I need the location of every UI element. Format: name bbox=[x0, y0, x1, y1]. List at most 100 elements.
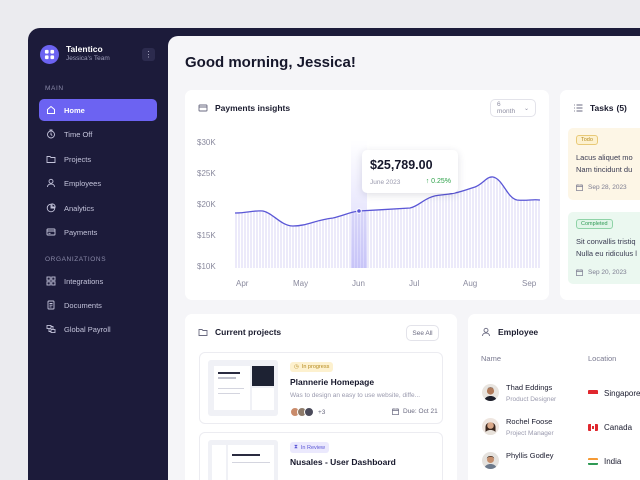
project-title: Nusales - User Dashboard bbox=[290, 457, 396, 467]
section-label-main: MAIN bbox=[45, 85, 64, 92]
main-content: Good morning, Jessica! Payments insights… bbox=[168, 36, 640, 480]
clock-icon: ◷ bbox=[294, 364, 299, 370]
avatar bbox=[482, 452, 499, 469]
employee-card: Employee Name Location Thad Eddings Prod… bbox=[468, 314, 640, 480]
sidebar-item-label: Documents bbox=[64, 300, 102, 310]
user-icon bbox=[47, 178, 55, 188]
task-item[interactable]: Completed Sit convallis tristiq Nulla eu… bbox=[568, 212, 640, 284]
hourglass-icon: ⧗ bbox=[294, 444, 298, 450]
employee-location: India bbox=[588, 457, 621, 466]
sidebar-item-employees[interactable]: Employees bbox=[39, 172, 157, 194]
avatar bbox=[304, 407, 314, 417]
employee-location: Canada bbox=[588, 423, 632, 432]
x-tick: Sep bbox=[522, 279, 537, 288]
sidebar-item-global-payroll[interactable]: Global Payroll bbox=[39, 318, 157, 340]
arrow-up-icon: ↑ bbox=[425, 178, 432, 185]
user-icon bbox=[482, 327, 490, 337]
app-window: Talentico Jessica's Team ⋮ MAIN Home Tim… bbox=[28, 28, 640, 480]
y-tick: $30K bbox=[197, 138, 216, 147]
folder-icon bbox=[198, 329, 208, 336]
task-text: Sit convallis tristiq Nulla eu ridiculus… bbox=[576, 237, 637, 258]
project-item[interactable]: ⧗ In Review Nusales - User Dashboard bbox=[199, 432, 443, 480]
singapore-flag-icon bbox=[588, 390, 598, 397]
clock-icon bbox=[47, 129, 55, 139]
payroll-icon bbox=[46, 325, 56, 333]
card-title: Current projects bbox=[215, 327, 282, 337]
sidebar-item-projects[interactable]: Projects bbox=[39, 148, 157, 170]
credit-card-icon bbox=[46, 228, 56, 236]
tooltip-date: June 2023 bbox=[370, 179, 401, 186]
tasks-card: Tasks (5) Todo Lacus aliquet mo Nam tinc… bbox=[560, 90, 640, 300]
sidebar-item-home[interactable]: Home bbox=[39, 99, 157, 121]
workspace-switcher[interactable]: Talentico Jessica's Team bbox=[40, 44, 110, 64]
tooltip-amount: $25,789.00 bbox=[370, 158, 433, 172]
table-row[interactable]: Phyllis Godley India bbox=[482, 448, 640, 478]
employee-location: Singapore bbox=[588, 389, 640, 398]
team-name: Jessica's Team bbox=[66, 55, 110, 62]
payments-line-chart bbox=[235, 140, 540, 268]
page-title: Good morning, Jessica! bbox=[185, 54, 356, 71]
grid-icon bbox=[46, 276, 56, 286]
sidebar-item-label: Projects bbox=[64, 154, 92, 164]
see-all-button[interactable]: See All bbox=[406, 325, 439, 341]
status-badge: Todo bbox=[576, 135, 598, 145]
employee-name: Rochel Foose bbox=[506, 417, 553, 426]
table-row[interactable]: Thad Eddings Product Designer Singapore bbox=[482, 380, 640, 410]
sidebar-item-label: Home bbox=[64, 105, 85, 115]
home-icon bbox=[47, 105, 55, 114]
y-tick: $15K bbox=[197, 231, 216, 240]
canada-flag-icon bbox=[588, 424, 598, 431]
sidebar-item-label: Time Off bbox=[64, 129, 93, 139]
employee-role: Project Manager bbox=[506, 430, 554, 437]
task-text: Lacus aliquet mo Nam tincidunt du bbox=[576, 153, 633, 174]
brand-name: Talentico bbox=[66, 44, 103, 54]
sidebar: Talentico Jessica's Team ⋮ MAIN Home Tim… bbox=[28, 28, 168, 480]
sidebar-item-integrations[interactable]: Integrations bbox=[39, 270, 157, 292]
project-title: Plannerie Homepage bbox=[290, 377, 375, 387]
period-select[interactable]: 6 month ⌄ bbox=[490, 99, 536, 117]
brand-logo bbox=[40, 44, 59, 64]
logo-icon bbox=[44, 49, 55, 59]
employee-name: Thad Eddings bbox=[506, 383, 553, 392]
card-title: Employee bbox=[498, 327, 539, 337]
list-icon bbox=[574, 104, 583, 112]
sidebar-item-label: Payments bbox=[64, 227, 98, 237]
tasks-count: (5) bbox=[616, 103, 627, 113]
project-thumbnail bbox=[208, 360, 278, 416]
members-more-count: +3 bbox=[318, 408, 326, 416]
calendar-icon bbox=[576, 184, 583, 191]
x-tick: Apr bbox=[236, 279, 249, 288]
project-members: +3 bbox=[290, 407, 325, 417]
project-thumbnail bbox=[208, 440, 278, 480]
calendar-icon bbox=[576, 269, 583, 276]
table-row[interactable]: Rochel Foose Project Manager Canada bbox=[482, 414, 640, 444]
y-tick: $25K bbox=[197, 169, 216, 178]
sidebar-item-payments[interactable]: Payments bbox=[39, 221, 157, 243]
chart-tooltip: $25,789.00 June 2023 ↑ 0.25% bbox=[362, 150, 458, 193]
column-header-name: Name bbox=[481, 354, 502, 363]
sidebar-item-label: Integrations bbox=[64, 276, 104, 286]
x-tick: Jun bbox=[352, 279, 365, 288]
employee-name: Phyllis Godley bbox=[506, 451, 554, 460]
avatar bbox=[482, 384, 499, 401]
project-item[interactable]: ◷ In progress Plannerie Homepage Was to … bbox=[199, 352, 443, 424]
project-due-date: Due: Oct 21 bbox=[392, 408, 438, 415]
project-description: Was to design an easy to use website, di… bbox=[290, 392, 421, 399]
sidebar-item-documents[interactable]: Documents bbox=[39, 294, 157, 316]
task-item[interactable]: Todo Lacus aliquet mo Nam tincidunt du S… bbox=[568, 128, 640, 200]
sidebar-item-time-off[interactable]: Time Off bbox=[39, 123, 157, 145]
task-date: Sep 28, 2023 bbox=[576, 184, 627, 191]
sidebar-item-analytics[interactable]: Analytics bbox=[39, 197, 157, 219]
status-badge: ⧗ In Review bbox=[290, 442, 330, 453]
sidebar-item-label: Global Payroll bbox=[64, 324, 111, 334]
current-projects-card: Current projects See All ◷ In progress bbox=[185, 314, 457, 480]
y-tick: $20K bbox=[197, 200, 216, 209]
employee-role: Product Designer bbox=[506, 396, 557, 403]
more-vertical-icon[interactable]: ⋮ bbox=[142, 48, 155, 61]
payments-insights-card: Payments insights 6 month ⌄ $30K $25K $2… bbox=[185, 90, 549, 300]
sidebar-item-label: Analytics bbox=[64, 203, 95, 213]
status-badge: ◷ In progress bbox=[290, 362, 334, 372]
card-title: Payments insights bbox=[215, 103, 291, 113]
column-header-location: Location bbox=[588, 354, 617, 363]
calendar-icon bbox=[392, 408, 399, 415]
